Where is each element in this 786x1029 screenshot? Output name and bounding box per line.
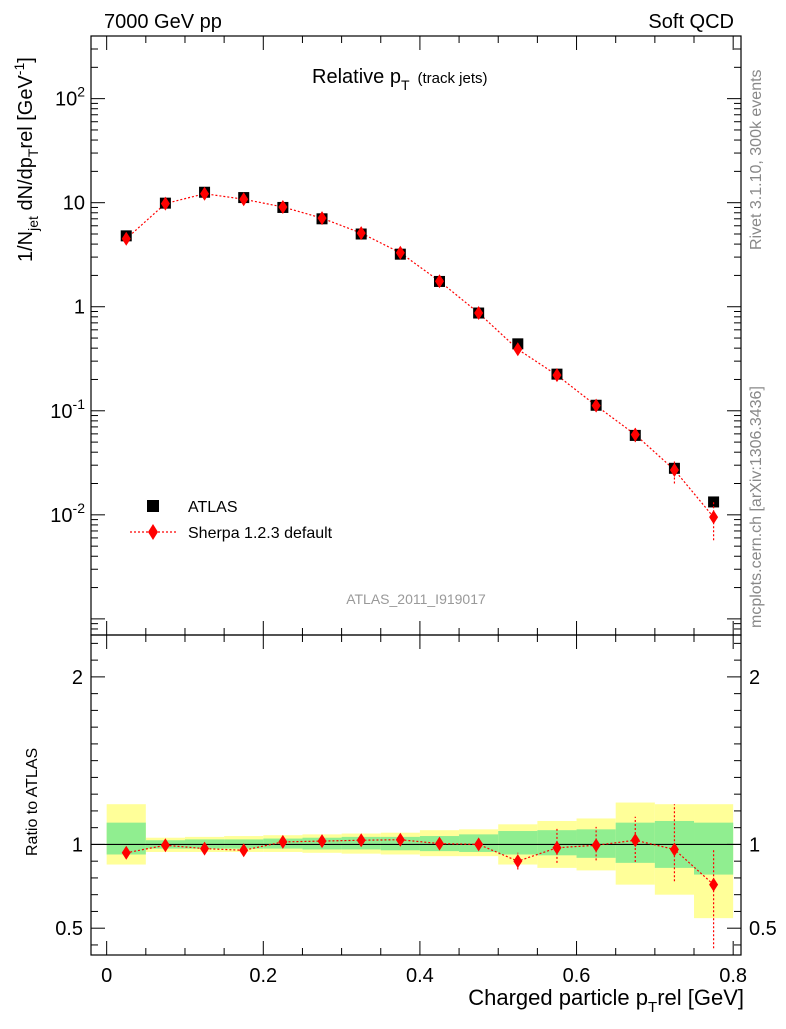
ratio-x-tick-label: 0.6 xyxy=(563,965,591,987)
ratio-data-point xyxy=(278,834,288,849)
sherpa-data-point xyxy=(591,398,601,413)
ratio-data-point xyxy=(395,832,405,847)
sherpa-data-point xyxy=(552,368,562,383)
analysis-id-label: ATLAS_2011_I919017 xyxy=(346,591,486,607)
sherpa-data-point xyxy=(669,462,679,477)
ratio-inner-band xyxy=(694,822,734,875)
ratio-data-point xyxy=(630,833,640,848)
ratio-y-tick-label: 0.5 xyxy=(55,918,83,940)
main-y-tick-label: 10-1 xyxy=(50,396,85,423)
ratio-data-point xyxy=(709,877,719,892)
process-label: Soft QCD xyxy=(648,11,734,33)
ratio-data-point xyxy=(669,842,679,857)
main-y-axis-label: 1/Njet dN/dpTrel [GeV-1] xyxy=(11,57,41,262)
ratio-data-point xyxy=(513,854,523,869)
legend-atlas-label: ATLAS xyxy=(188,499,238,516)
legend-sherpa-marker xyxy=(148,524,158,540)
legend-sherpa-label: Sherpa 1.2.3 default xyxy=(188,525,333,542)
sherpa-data-point xyxy=(709,510,719,525)
sherpa-data-point xyxy=(474,306,484,321)
atlas-data-point xyxy=(708,496,720,508)
ratio-plot-frame xyxy=(90,634,742,956)
sherpa-data-point xyxy=(121,231,131,246)
ratio-data-point xyxy=(317,834,327,849)
ratio-x-tick-label: 0 xyxy=(101,965,112,987)
ratio-y-tick-label: 2 xyxy=(72,667,83,689)
mcplots-label: mcplots.cern.ch [arXiv:1306.3436] xyxy=(748,386,765,628)
ratio-data-point xyxy=(474,837,484,852)
main-y-tick-label: 10 xyxy=(63,193,85,215)
sherpa-data-point xyxy=(278,199,288,214)
ratio-data-point xyxy=(239,843,249,858)
main-y-tick-label: 1 xyxy=(74,297,85,319)
ratio-data-point xyxy=(356,833,366,848)
collision-label: 7000 GeV pp xyxy=(104,11,222,33)
ratio-data-point xyxy=(200,841,210,856)
sherpa-data-point xyxy=(434,274,444,289)
ratio-x-tick-label: 0.4 xyxy=(406,965,434,987)
legend-atlas-marker xyxy=(147,500,159,512)
ratio-x-tick-label: 0.2 xyxy=(249,965,277,987)
ratio-inner-band xyxy=(498,831,538,855)
sherpa-data-point xyxy=(513,342,523,357)
sherpa-data-point xyxy=(395,245,405,260)
ratio-data-point xyxy=(434,836,444,851)
ratio-y-tick-label-right: 0.5 xyxy=(749,918,777,940)
ratio-data-point xyxy=(160,838,170,853)
ratio-y-tick-label-right: 1 xyxy=(749,834,760,856)
ratio-x-tick-label: 0.8 xyxy=(719,965,747,987)
main-y-tick-label: 10-2 xyxy=(50,500,85,527)
ratio-y-tick-label: 1 xyxy=(72,834,83,856)
legend: ATLAS Sherpa 1.2.3 default xyxy=(130,499,333,542)
sherpa-data-point xyxy=(160,196,170,211)
main-y-tick-label: 102 xyxy=(55,84,85,111)
x-axis-label: Charged particle pTrel [GeV] xyxy=(468,985,744,1016)
ratio-plot: 0 0.2 0.4 0.6 0.8 0.5 0.5 1 1 2 2 xyxy=(55,634,777,987)
sherpa-data-point xyxy=(239,192,249,207)
ratio-sherpa-line xyxy=(126,839,714,886)
ratio-data-point xyxy=(552,840,562,855)
sherpa-data-point xyxy=(200,186,210,201)
sherpa-line xyxy=(125,193,715,518)
main-plot-title: Relative pT (track jets) xyxy=(312,66,488,93)
ratio-y-tick-label-right: 2 xyxy=(749,667,760,689)
sherpa-data-point xyxy=(630,427,640,442)
main-plot: 10-2 10-1 1 10 102 xyxy=(50,35,742,636)
main-plot-frame xyxy=(90,35,742,636)
ratio-data-point xyxy=(591,838,601,853)
ratio-y-axis-label: Ratio to ATLAS xyxy=(24,748,41,856)
ratio-data-point xyxy=(121,845,131,860)
rivet-version-label: Rivet 3.1.10, 300k events xyxy=(748,69,765,250)
sherpa-data-point xyxy=(317,211,327,226)
sherpa-data-point xyxy=(356,226,366,241)
